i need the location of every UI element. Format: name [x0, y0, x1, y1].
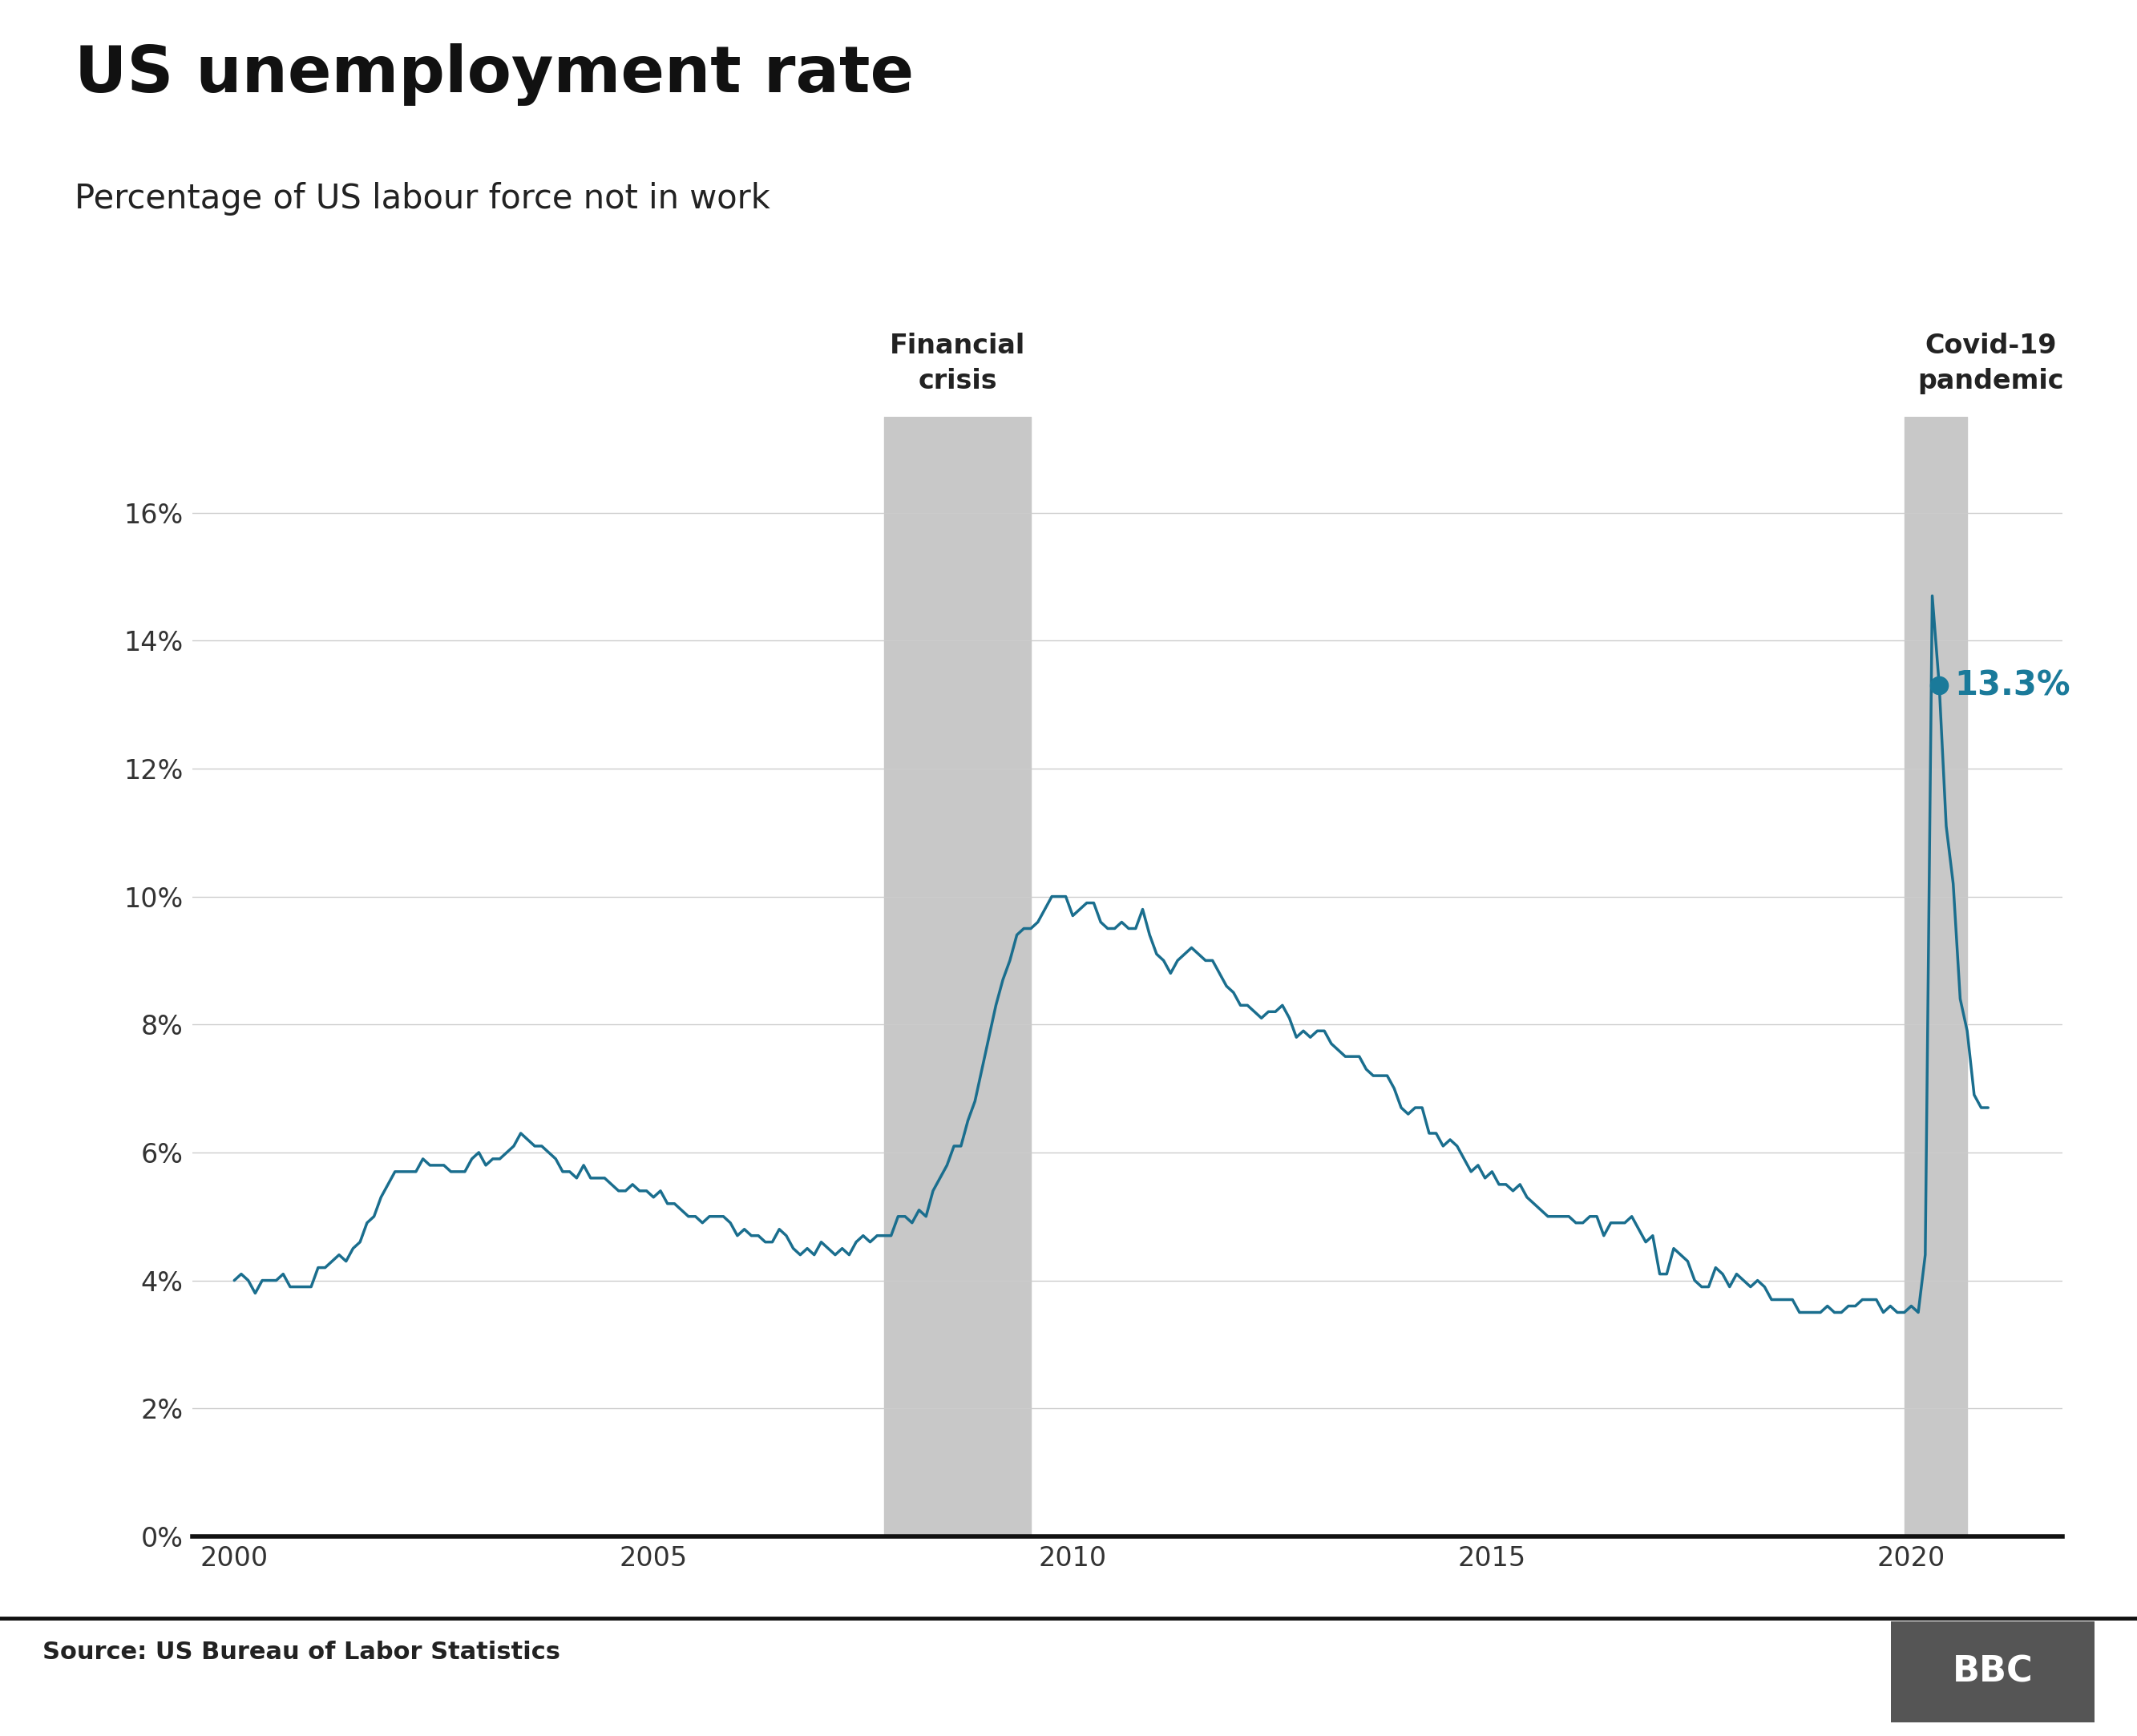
Text: Percentage of US labour force not in work: Percentage of US labour force not in wor…: [75, 182, 771, 215]
Text: Source: US Bureau of Labor Statistics: Source: US Bureau of Labor Statistics: [43, 1641, 560, 1663]
Text: Financial
crisis: Financial crisis: [889, 333, 1026, 394]
Bar: [885, 417, 1030, 1536]
Text: Covid-19
pandemic: Covid-19 pandemic: [1917, 333, 2064, 394]
Text: BBC: BBC: [1953, 1654, 2032, 1689]
Bar: [1904, 417, 1968, 1536]
Text: 13.3%: 13.3%: [1955, 668, 2071, 701]
Text: US unemployment rate: US unemployment rate: [75, 43, 915, 106]
